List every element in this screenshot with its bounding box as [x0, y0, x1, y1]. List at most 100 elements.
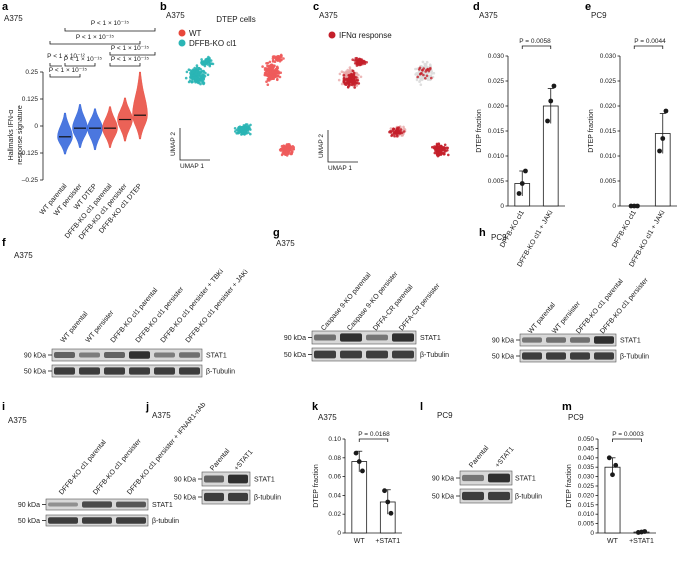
- umap-cell: [199, 74, 203, 78]
- y-axis-title: DTEP fraction: [476, 109, 483, 153]
- umap-cell: [428, 75, 432, 78]
- umap-cell: [396, 126, 399, 130]
- umap-cell: [267, 65, 270, 68]
- umap-cell: [237, 129, 240, 133]
- protein-label: STAT1: [152, 502, 173, 509]
- y-tick-label: 0.020: [578, 492, 595, 499]
- panel-c-umap: [337, 56, 450, 158]
- violin: [57, 112, 73, 155]
- lane-label: Caspase 9-KO persister: [346, 270, 400, 332]
- umap-cell: [193, 79, 197, 82]
- umap-cell: [292, 148, 295, 151]
- y-tick-label: 0.015: [488, 128, 505, 135]
- umap-cell: [361, 60, 364, 63]
- umap-cell: [353, 86, 357, 89]
- blot-band: [116, 501, 146, 508]
- data-point: [353, 450, 359, 456]
- umap-cell: [235, 132, 238, 135]
- panel-e-pvalue: P = 0.0044: [634, 38, 666, 45]
- data-point: [642, 529, 648, 534]
- umap-cell: [346, 79, 350, 83]
- y-tick-label: 0.10: [328, 436, 341, 443]
- panel-a: a A375 Hallmarks IFN-α response signatur…: [2, 1, 156, 241]
- protein-label: β-Tubulin: [620, 354, 649, 361]
- umap-cell: [198, 67, 201, 71]
- umap-cell: [424, 65, 427, 69]
- panel-m-pvalue: P = 0.0003: [612, 431, 644, 438]
- umap-cell: [337, 78, 341, 82]
- bracket-6: [109, 63, 141, 67]
- blot-band: [82, 517, 112, 524]
- pvalue-3: P < 1 × 10⁻¹⁵: [111, 45, 149, 52]
- umap-cell: [265, 62, 268, 65]
- y-tick-label: 0.030: [488, 53, 505, 60]
- y-tick-label: 0.040: [578, 455, 595, 462]
- blot-band: [462, 474, 484, 482]
- y-tick-label: 0.005: [600, 178, 617, 185]
- umap-cell: [351, 81, 355, 84]
- blot-band: [340, 333, 362, 342]
- y-tick-label: 0.025: [488, 78, 505, 85]
- umap-cell: [246, 128, 249, 132]
- blot-band: [48, 502, 78, 507]
- panel-h-letter: h: [479, 227, 486, 239]
- panel-e: e PC9 0 0.005 0.010 0.015 0.020 0.025 0.030 DTE…: [585, 1, 677, 268]
- panel-b-umap: [184, 53, 296, 157]
- umap-cell: [192, 74, 195, 78]
- panel-a-violins: [57, 71, 148, 155]
- y-tick-label: –0.125: [18, 150, 38, 157]
- umap-cell: [275, 70, 278, 74]
- umap-cell: [240, 126, 244, 129]
- umap-cell: [344, 83, 348, 86]
- significance-bracket: [612, 438, 642, 442]
- umap-cell: [419, 83, 423, 86]
- umap-cell: [241, 130, 244, 134]
- pvalue-7: P < 1 × 10⁻¹⁵: [49, 67, 87, 74]
- umap-cell: [192, 70, 195, 74]
- lane-label: Caspase 9-KO parental: [320, 271, 373, 332]
- blot-band: [488, 491, 510, 501]
- umap-cell: [397, 131, 401, 134]
- umap-cell: [274, 67, 278, 71]
- kda-marker: 50 kDa: [432, 494, 454, 501]
- blot-band: [204, 492, 224, 502]
- blot-band: [129, 351, 150, 359]
- umap-axis-x: UMAP 1: [180, 163, 204, 170]
- y-tick-label: 0.030: [578, 474, 595, 481]
- umap-cell: [390, 134, 393, 138]
- panel-b-title: DTEP cells: [216, 15, 255, 24]
- y-tick-label: 0.25: [25, 69, 38, 76]
- umap-cell: [349, 73, 353, 76]
- protein-label: β-Tubulin: [206, 369, 235, 376]
- umap-cell: [358, 57, 362, 61]
- y-tick-label: 0.010: [600, 153, 617, 160]
- lane-label: DFFB-KO cl1 persister: [599, 276, 650, 335]
- umap-cell: [285, 154, 289, 157]
- y-tick-label: 0.04: [328, 492, 341, 499]
- legend-ko-label: DFFB-KO cl1: [189, 39, 237, 48]
- blot-band: [79, 367, 100, 375]
- y-axis-title: DTEP fraction: [313, 464, 320, 508]
- panel-c-letter: c: [313, 1, 319, 13]
- umap-cell: [422, 73, 425, 77]
- protein-label: β-tubulin: [254, 495, 281, 502]
- protein-label: β-Tubulin: [420, 352, 449, 359]
- umap-cell: [424, 77, 427, 80]
- lane-label: Parental: [468, 444, 490, 469]
- umap-cell: [354, 57, 358, 60]
- blot-band: [366, 334, 388, 341]
- umap-cell: [267, 67, 271, 70]
- blot-band: [154, 367, 175, 375]
- panel-b-cell-line: A375: [166, 11, 185, 20]
- blot-band: [154, 352, 175, 358]
- panel-b-letter: b: [160, 1, 167, 13]
- pvalue-5: P < 1 × 10⁻¹²: [47, 53, 85, 60]
- umap-cell: [426, 76, 430, 80]
- x-category-label: +STAT1: [629, 538, 654, 545]
- violin: [87, 108, 103, 151]
- umap-cell: [282, 57, 285, 60]
- kda-marker: 90 kDa: [18, 502, 40, 509]
